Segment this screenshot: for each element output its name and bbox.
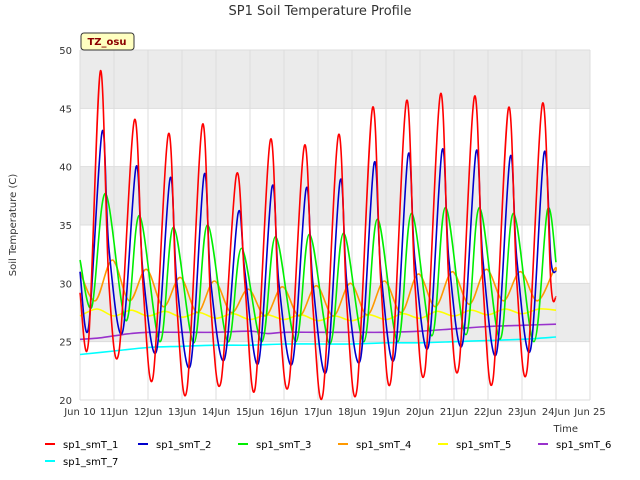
axes: 20 25 30 35 40 45 50 Jun 10 11Jun 12Jun 13Jun 14Jun… — [59, 46, 606, 418]
x-axis-label: Time — [553, 424, 578, 435]
x-tick-label: 19Jun — [372, 407, 400, 418]
x-tick-label: 21Jun — [440, 407, 468, 418]
x-tick-label: 17Jun — [304, 407, 332, 418]
station-badge: TZ_osu — [80, 32, 135, 51]
x-tick-label: 22Jun — [474, 407, 502, 418]
x-tick-label: 11Jun — [100, 407, 128, 418]
plot-band — [80, 50, 590, 109]
chart-title: SP1 Soil Temperature Profile — [229, 4, 412, 19]
legend-label-sp1-smT-5: sp1_smT_5 — [456, 440, 511, 451]
x-tick-label: Jun 25 — [573, 407, 606, 418]
x-tick-label: Jun 10 — [63, 407, 96, 418]
legend-label-sp1-smT-3: sp1_smT_3 — [256, 440, 311, 451]
x-tick-label: 23Jun — [508, 407, 536, 418]
x-tick-label: 16Jun — [270, 407, 298, 418]
legend: sp1_smT_1 sp1_smT_2 sp1_smT_3 sp1_smT_4 sp1_… — [45, 440, 611, 468]
x-tick-label: 13Jun — [168, 407, 196, 418]
station-badge-box — [80, 32, 135, 51]
y-tick-label: 45 — [59, 104, 72, 115]
y-tick-label: 25 — [59, 338, 72, 349]
x-tick-label: 24Jun — [542, 407, 570, 418]
legend-label-sp1-smT-2: sp1_smT_2 — [156, 440, 211, 451]
y-axis-label: Soil Temperature (C) — [8, 174, 19, 277]
x-tick-label: 14Jun — [202, 407, 230, 418]
x-tick-label: 18Jun — [338, 407, 366, 418]
y-tick-label: 35 — [59, 221, 72, 232]
series-line-sp1-smT-1 — [79, 70, 557, 401]
legend-label-sp1-smT-1: sp1_smT_1 — [63, 440, 118, 451]
x-tick-label: 15Jun — [236, 407, 264, 418]
x-tick-label: 20Jun — [406, 407, 434, 418]
legend-label-sp1-smT-7: sp1_smT_7 — [63, 457, 118, 468]
y-tick-label: 40 — [59, 163, 72, 174]
series-line-sp1-smT-4 — [79, 259, 557, 317]
x-tick-label: 12Jun — [134, 407, 162, 418]
grid — [79, 49, 591, 401]
y-tick-label: 50 — [59, 46, 72, 57]
series-layer — [79, 70, 557, 401]
legend-label-sp1-smT-6: sp1_smT_6 — [556, 440, 611, 451]
station-badge-label: TZ_osu — [87, 37, 126, 48]
y-tick-label: 20 — [59, 396, 72, 407]
legend-label-sp1-smT-4: sp1_smT_4 — [356, 440, 411, 451]
y-tick-label: 30 — [59, 279, 72, 290]
